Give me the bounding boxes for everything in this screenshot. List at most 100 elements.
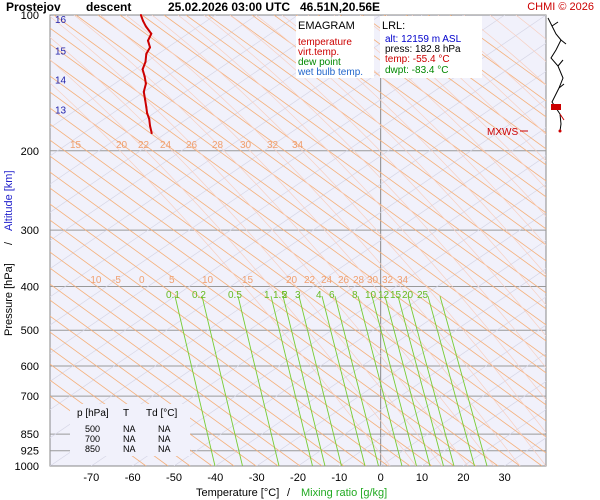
table-cell: 700 (85, 434, 100, 444)
temperature-point (144, 98, 147, 101)
wet-adiabat-line (99, 15, 521, 466)
dry-adiabat-label: 26 (186, 140, 198, 151)
wet-adiabat-line (203, 15, 546, 369)
temperature-point (141, 68, 144, 71)
mixing-ratio-label: 0.1 (166, 290, 180, 301)
temperature-point (146, 112, 149, 115)
mixing-ratio-line (407, 295, 455, 466)
dry-adiabat-line (229, 15, 546, 246)
dry-adiabat-line (163, 15, 546, 294)
legend-dew-point: dew point (298, 57, 341, 68)
mixing-ratio-label: 1.5 (273, 290, 287, 301)
wet-adiabat-line (50, 82, 391, 466)
y-axis-label-altitude: Altitude [km] (3, 170, 15, 231)
mixing-ratio-line (439, 295, 488, 466)
x-tick-label: -60 (125, 472, 141, 484)
mixing-ratio-label: 8 (352, 290, 358, 301)
dry-adiabat-line (50, 235, 367, 466)
table-header-p: p [hPa] (77, 408, 109, 419)
isotherm-line (421, 381, 546, 466)
table-cell: 850 (85, 444, 100, 454)
dry-adiabat-line (50, 363, 191, 466)
table-header-td: Td [°C] (146, 408, 177, 419)
mixing-ratio-label: 12 (378, 290, 390, 301)
dry-adiabat-line (50, 219, 389, 466)
mxws-label: MXWS (487, 127, 518, 138)
mixing-ratio-label: 1 (264, 290, 270, 301)
credit-link[interactable]: CHMI © 2026 (527, 1, 594, 13)
isotherm-line (50, 15, 464, 298)
temperature-profile (139, 14, 153, 135)
temperature-point (145, 52, 148, 55)
wet-adiabat-label: 34 (397, 275, 409, 286)
dry-adiabat-line (97, 15, 546, 342)
y-tick-label: 925 (21, 446, 39, 458)
wind-barb (559, 113, 565, 121)
wet-adiabat-label: 30 (367, 275, 379, 286)
dry-adiabat-line (50, 75, 546, 438)
y-tick-label: 300 (21, 225, 39, 237)
temperature-point (142, 19, 144, 22)
dry-adiabat-line (273, 15, 546, 214)
x-tick-label: 0 (378, 472, 384, 484)
temperature-point (150, 32, 153, 35)
mixing-ratio-label: 3 (295, 290, 301, 301)
mixing-ratio-line (270, 295, 313, 466)
x-tick-label: -30 (249, 472, 265, 484)
table-cell: NA (158, 444, 171, 454)
dry-adiabat-line (295, 15, 546, 198)
title-mode: descent (86, 0, 131, 14)
mixing-ratio-label: 15 (390, 290, 402, 301)
dry-adiabat-line (50, 155, 477, 466)
temperature-point (145, 106, 148, 109)
dry-adiabat-line (50, 43, 546, 406)
isotherm-line (50, 127, 546, 466)
table-cell: NA (123, 424, 136, 434)
temperature-point (144, 60, 147, 63)
wet-adiabat-label: 5 (169, 275, 175, 286)
x-axis-separator: / (287, 487, 291, 499)
isotherm-line (50, 15, 257, 157)
isotherm-line (50, 99, 546, 439)
isotherm-line (297, 296, 546, 466)
mixing-ratio-line (201, 295, 243, 466)
line-labels: 15 20 22 24 26 28 30 32 34-10 -5 0 5 10 15 20 22 24 26 28 3… (70, 140, 429, 301)
legend-virt-temp: virt.temp. (298, 47, 339, 58)
wind-barb (551, 21, 559, 27)
wet-adiabat-line (229, 15, 546, 337)
dry-adiabat-line (50, 171, 455, 466)
wind-trace (547, 17, 564, 132)
mixing-ratio-line (282, 295, 326, 466)
temperature-point (143, 75, 146, 78)
wet-adiabat-label: 32 (382, 275, 394, 286)
dry-adiabat-line (50, 123, 521, 466)
temperature-point (150, 132, 153, 135)
dry-adiabat-line (50, 379, 169, 466)
table-header-t: T (123, 408, 129, 419)
lrl-press: press: 182.8 hPa (385, 44, 461, 55)
y-tick-label: 850 (21, 429, 39, 441)
isotherm-line (50, 15, 381, 241)
mixing-ratio-line (321, 295, 366, 466)
x-tick-label: 30 (499, 472, 511, 484)
isotherm-line (132, 183, 546, 466)
wet-adiabat-line (50, 37, 443, 466)
dry-adiabat-label: 34 (292, 140, 304, 151)
x-tick-label: -40 (207, 472, 223, 484)
wet-adiabat-label: 10 (202, 275, 214, 286)
wet-adiabat-label: -5 (112, 275, 121, 286)
dry-adiabat-line (50, 299, 279, 466)
dry-adiabats (50, 15, 546, 466)
y-axis-separator: / (3, 241, 15, 245)
lrl-box (380, 16, 482, 78)
x-tick-label: -70 (83, 472, 99, 484)
wet-adiabat-label: 28 (353, 275, 365, 286)
dry-adiabat-line (251, 15, 546, 230)
wet-adiabat-label: 0 (139, 275, 145, 286)
mixing-ratio-line (371, 295, 417, 466)
legend-wet-bulb: wet bulb temp. (297, 67, 363, 78)
title-coords: 46.51N,20.56E (300, 0, 380, 14)
dry-adiabat-line (383, 15, 546, 134)
wind-dot (558, 129, 562, 133)
